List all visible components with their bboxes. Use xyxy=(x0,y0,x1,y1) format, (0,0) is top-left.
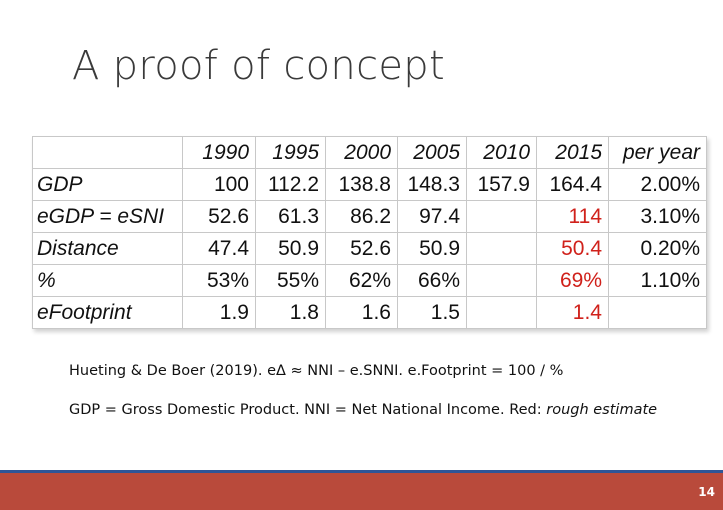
table-cell: 114 xyxy=(536,200,609,233)
header-cell: 2005 xyxy=(397,136,467,169)
table-cell: 1.6 xyxy=(325,296,398,329)
table-cell: 100 xyxy=(182,168,256,201)
data-table: 1990 1995 2000 2005 2010 2015 per year GDP 100 11… xyxy=(32,136,707,329)
table-cell: 50.9 xyxy=(255,232,326,265)
table-row: GDP 100 112.2 138.8 148.3 157.9 164.4 2.00% xyxy=(32,168,707,201)
table-cell xyxy=(608,296,707,329)
table-cell: 69% xyxy=(536,264,609,297)
table-cell xyxy=(466,232,537,265)
header-cell: 2000 xyxy=(325,136,398,169)
table-cell: 1.5 xyxy=(397,296,467,329)
slide-title: A proof of concept xyxy=(72,43,445,89)
footer-bar xyxy=(0,473,723,510)
table-body: 1990 1995 2000 2005 2010 2015 per year GDP 100 11… xyxy=(32,136,707,329)
table-row: eFootprint 1.9 1.8 1.6 1.5 1.4 xyxy=(32,296,707,329)
header-cell: 2010 xyxy=(466,136,537,169)
caption-definitions-text: GDP = Gross Domestic Product. NNI = Net … xyxy=(69,402,547,418)
header-corner-cell xyxy=(32,136,183,169)
table-cell: 0.20% xyxy=(608,232,707,265)
table-cell: 47.4 xyxy=(182,232,256,265)
table-cell: 86.2 xyxy=(325,200,398,233)
table-cell xyxy=(466,296,537,329)
row-label: eFootprint xyxy=(32,296,183,329)
row-label: eGDP = eSNI xyxy=(32,200,183,233)
table-cell: 62% xyxy=(325,264,398,297)
table-cell: 1.8 xyxy=(255,296,326,329)
footer-accent-line xyxy=(0,470,723,473)
row-label: GDP xyxy=(32,168,183,201)
table-cell xyxy=(466,200,537,233)
table-cell: 3.10% xyxy=(608,200,707,233)
page-number: 14 xyxy=(698,485,715,499)
caption-definitions: GDP = Gross Domestic Product. NNI = Net … xyxy=(69,402,657,418)
table-cell: 66% xyxy=(397,264,467,297)
table-row: % 53% 55% 62% 66% 69% 1.10% xyxy=(32,264,707,297)
table-cell: 1.9 xyxy=(182,296,256,329)
table-cell: 1.4 xyxy=(536,296,609,329)
table-cell: 53% xyxy=(182,264,256,297)
table-cell: 164.4 xyxy=(536,168,609,201)
table-cell: 1.10% xyxy=(608,264,707,297)
table-header-row: 1990 1995 2000 2005 2010 2015 per year xyxy=(32,136,707,169)
table-row: Distance 47.4 50.9 52.6 50.9 50.4 0.20% xyxy=(32,232,707,265)
table-cell: 2.00% xyxy=(608,168,707,201)
header-cell: 1990 xyxy=(182,136,256,169)
table-cell: 112.2 xyxy=(255,168,326,201)
table-cell: 50.4 xyxy=(536,232,609,265)
table-cell: 55% xyxy=(255,264,326,297)
table-cell: 52.6 xyxy=(182,200,256,233)
caption-source: Hueting & De Boer (2019). eΔ ≈ NNI – e.S… xyxy=(69,363,564,379)
table-cell xyxy=(466,264,537,297)
table-cell: 148.3 xyxy=(397,168,467,201)
header-cell: 2015 xyxy=(536,136,609,169)
caption-estimate-note: rough estimate xyxy=(546,402,658,418)
row-label: % xyxy=(32,264,183,297)
table-cell: 50.9 xyxy=(397,232,467,265)
row-label: Distance xyxy=(32,232,183,265)
header-cell: per year xyxy=(608,136,707,169)
header-cell: 1995 xyxy=(255,136,326,169)
table-cell: 97.4 xyxy=(397,200,467,233)
table-row: eGDP = eSNI 52.6 61.3 86.2 97.4 114 3.10% xyxy=(32,200,707,233)
table-cell: 138.8 xyxy=(325,168,398,201)
table-cell: 157.9 xyxy=(466,168,537,201)
table-cell: 61.3 xyxy=(255,200,326,233)
table-cell: 52.6 xyxy=(325,232,398,265)
